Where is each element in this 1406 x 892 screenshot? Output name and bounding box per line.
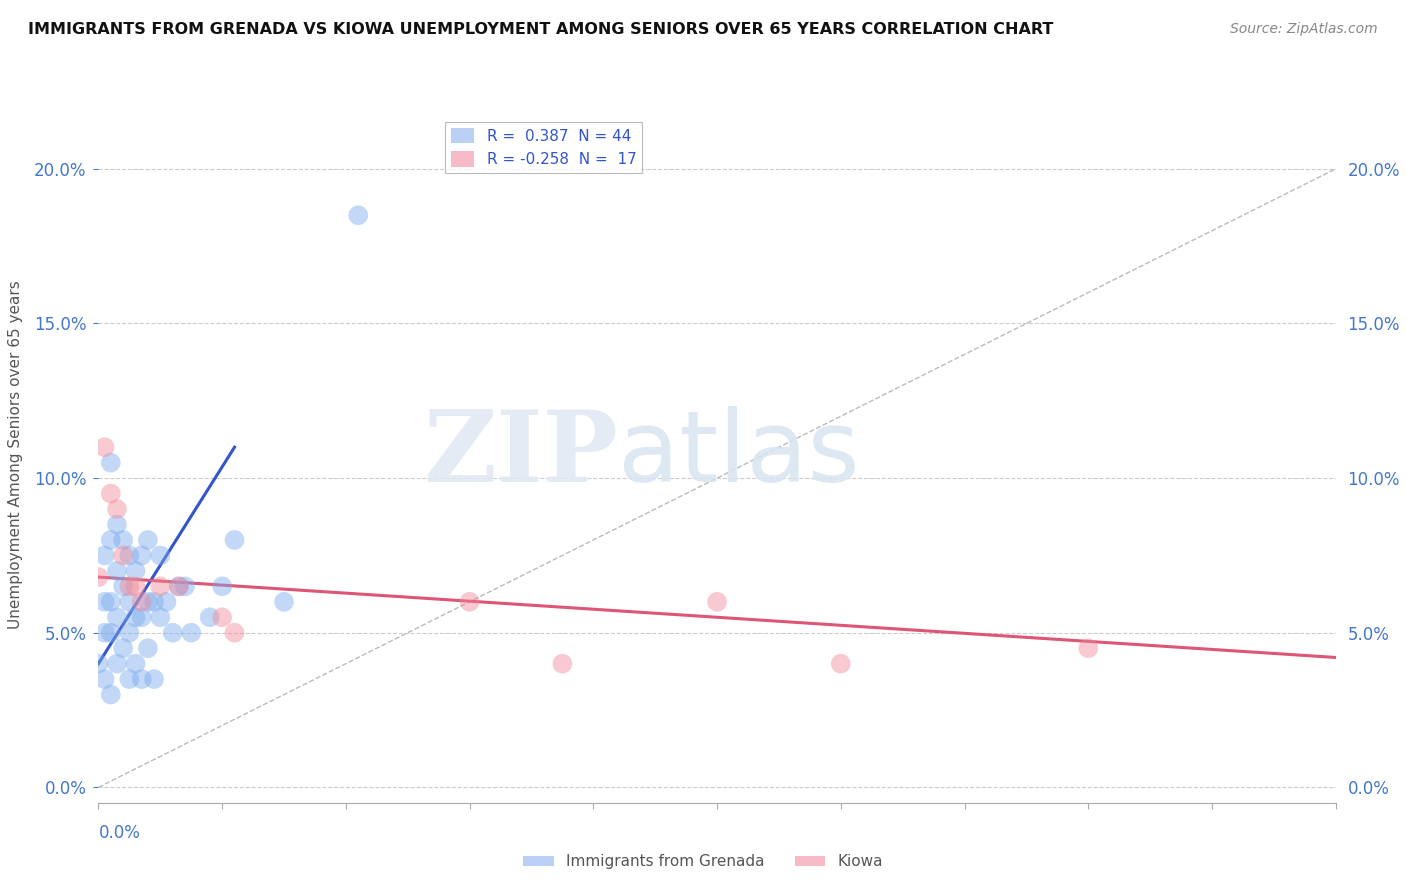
Point [124,657,146,671]
Point [105,610,128,624]
Text: Source: ZipAtlas.com: Source: ZipAtlas.com [1230,22,1378,37]
Point [1077,641,1099,656]
Point [93,625,115,640]
Point [93,549,115,563]
Legend: Immigrants from Grenada, Kiowa: Immigrants from Grenada, Kiowa [517,848,889,875]
Point [93,672,115,686]
Point [112,533,135,547]
Point [118,625,141,640]
Point [458,595,481,609]
Point [149,610,172,624]
Point [118,595,141,609]
Text: atlas: atlas [619,407,859,503]
Point [131,549,153,563]
Point [211,579,233,593]
Point [149,549,172,563]
Point [100,688,122,702]
Point [347,208,370,222]
Point [118,672,141,686]
Text: 0.0%: 0.0% [98,823,141,842]
Point [87,657,110,671]
Point [100,595,122,609]
Point [149,579,172,593]
Point [155,595,177,609]
Point [105,517,128,532]
Point [93,595,115,609]
Point [100,456,122,470]
Point [162,625,184,640]
Point [706,595,728,609]
Point [273,595,295,609]
Legend: R =  0.387  N = 44, R = -0.258  N =  17: R = 0.387 N = 44, R = -0.258 N = 17 [446,121,643,173]
Point [551,657,574,671]
Point [143,595,166,609]
Point [100,486,122,500]
Point [93,440,115,454]
Point [105,502,128,516]
Text: ZIP: ZIP [423,407,619,503]
Point [124,579,146,593]
Point [112,549,135,563]
Y-axis label: Unemployment Among Seniors over 65 years: Unemployment Among Seniors over 65 years [8,281,22,629]
Text: IMMIGRANTS FROM GRENADA VS KIOWA UNEMPLOYMENT AMONG SENIORS OVER 65 YEARS CORREL: IMMIGRANTS FROM GRENADA VS KIOWA UNEMPLO… [28,22,1053,37]
Point [124,610,146,624]
Point [198,610,221,624]
Point [224,533,246,547]
Point [224,625,246,640]
Point [167,579,190,593]
Point [87,570,110,584]
Point [131,595,153,609]
Point [100,533,122,547]
Point [136,533,159,547]
Point [211,610,233,624]
Point [100,625,122,640]
Point [118,549,141,563]
Point [143,672,166,686]
Point [105,657,128,671]
Point [112,579,135,593]
Point [136,641,159,656]
Point [830,657,852,671]
Point [180,625,202,640]
Point [105,564,128,578]
Point [167,579,190,593]
Point [118,579,141,593]
Point [112,641,135,656]
Point [174,579,197,593]
Point [136,595,159,609]
Point [124,564,146,578]
Point [131,610,153,624]
Point [131,672,153,686]
